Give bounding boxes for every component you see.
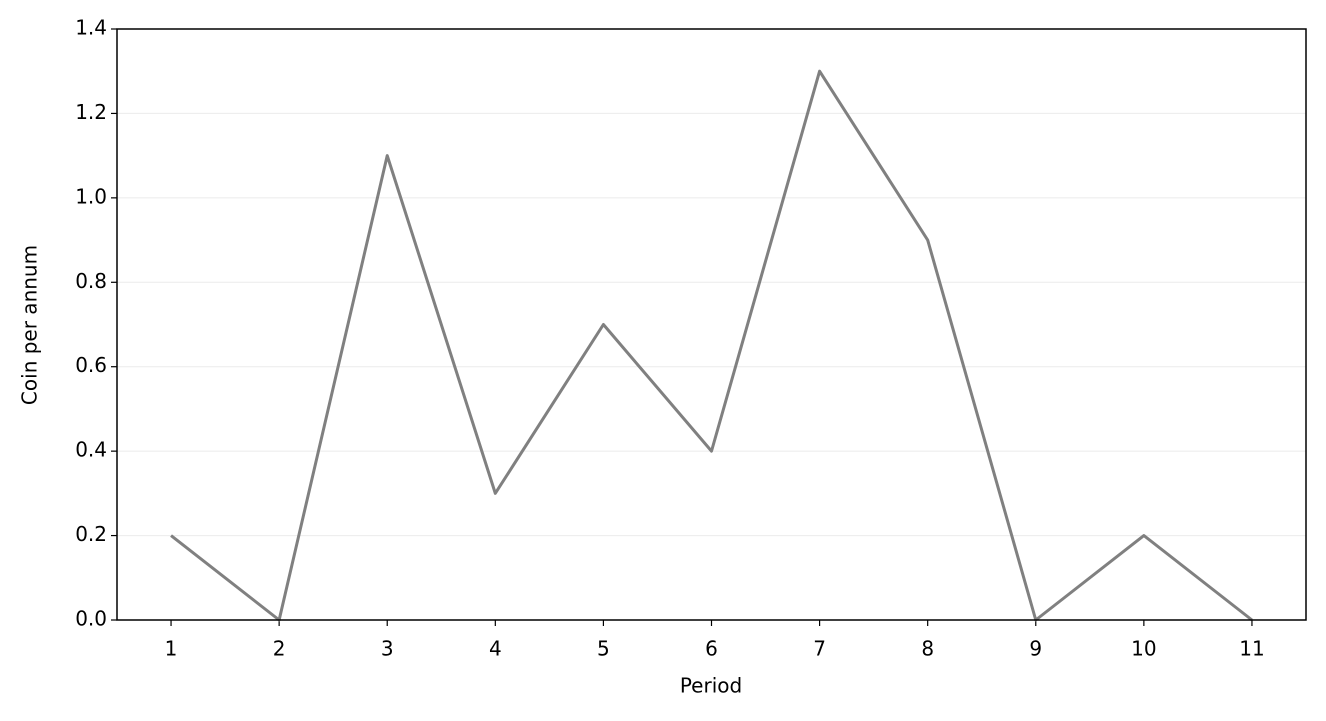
x-tick-label: 2 xyxy=(273,637,286,661)
y-tick-label: 0.4 xyxy=(75,438,107,462)
x-tick-label: 10 xyxy=(1131,637,1156,661)
x-tick-label: 8 xyxy=(921,637,934,661)
x-tick-label: 4 xyxy=(489,637,502,661)
y-tick-label: 1.2 xyxy=(75,100,107,124)
x-tick-label: 1 xyxy=(165,637,178,661)
x-tick-label: 7 xyxy=(813,637,826,661)
y-tick-label: 0.0 xyxy=(75,607,107,631)
y-axis-label: Coin per annum xyxy=(18,245,42,405)
line xyxy=(170,69,1253,622)
y-tick-label: 1.0 xyxy=(75,184,107,208)
y-tick-label: 1.4 xyxy=(75,16,107,40)
y-tick-label: 0.6 xyxy=(75,353,107,377)
x-tick-label: 6 xyxy=(705,637,718,661)
plot-frame xyxy=(116,28,1307,621)
y-tick-label: 0.8 xyxy=(75,269,107,293)
x-tick-label: 3 xyxy=(381,637,394,661)
x-tick-label: 9 xyxy=(1029,637,1042,661)
y-tick-label: 0.2 xyxy=(75,522,107,546)
x-tick-label: 5 xyxy=(597,637,610,661)
x-tick-label: 11 xyxy=(1239,637,1264,661)
x-axis-label: Period xyxy=(680,674,742,698)
